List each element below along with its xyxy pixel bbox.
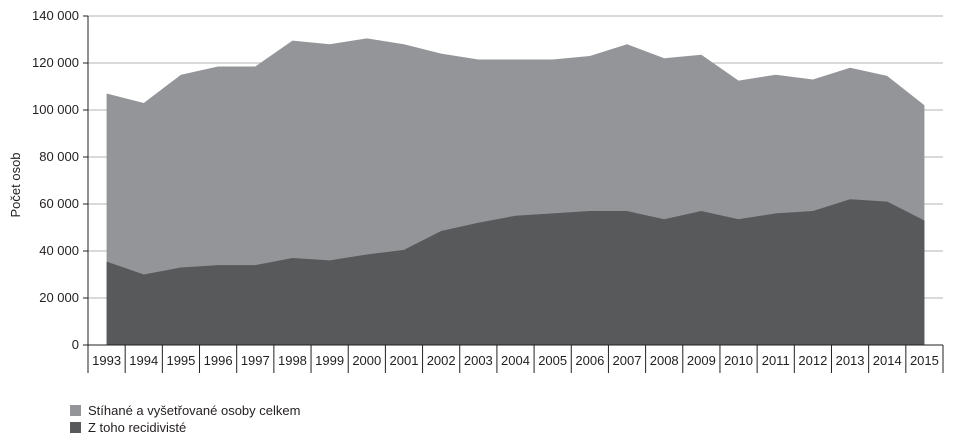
x-tick-label: 2009: [687, 353, 716, 368]
series-areas: [106, 38, 925, 345]
y-tick-label: 120 000: [32, 55, 79, 70]
x-tick-label: 2003: [464, 353, 493, 368]
x-tick-label: 2011: [762, 353, 790, 368]
x-tick-label: 1997: [241, 353, 270, 368]
y-tick-label: 100 000: [32, 102, 79, 117]
x-tick-label: 2005: [538, 353, 567, 368]
legend: Stíhané a vyšetřované osoby celkem Z toh…: [70, 402, 300, 436]
x-tick-label: 2015: [910, 353, 939, 368]
x-tick-label: 2008: [650, 353, 679, 368]
y-tick-labels: 0 20 000 40 000 60 000 80 000 100 000 120 000 1…: [32, 8, 79, 352]
y-tick-label: 80 000: [39, 149, 79, 164]
area-recidivists: [106, 199, 925, 345]
legend-swatch-total: [70, 405, 81, 416]
y-tick-label: 0: [72, 337, 79, 352]
x-tick-label: 2013: [836, 353, 865, 368]
legend-item-recidivists: Z toho recidivisté: [70, 419, 300, 436]
x-tick-label: 2012: [798, 353, 827, 368]
x-tick-label: 1996: [204, 353, 233, 368]
x-tick-label: 2014: [873, 353, 902, 368]
x-tick-label: 2001: [390, 353, 419, 368]
legend-label-total: Stíhané a vyšetřované osoby celkem: [88, 403, 301, 418]
y-axis-label: Počet osob: [8, 152, 23, 217]
x-tick-label: 2010: [724, 353, 753, 368]
x-tick-label: 1994: [129, 353, 158, 368]
y-tick-label: 40 000: [39, 243, 79, 258]
x-tick-label: 2004: [501, 353, 530, 368]
axes: [83, 15, 944, 373]
y-tick-label: 20 000: [39, 290, 79, 305]
x-tick-label: 1995: [166, 353, 195, 368]
legend-swatch-recidivists: [70, 422, 81, 433]
x-tick-label: 2002: [427, 353, 456, 368]
x-tick-label: 1993: [92, 353, 121, 368]
y-tick-label: 140 000: [32, 8, 79, 23]
x-tick-label: 2007: [613, 353, 642, 368]
legend-item-total: Stíhané a vyšetřované osoby celkem: [70, 402, 300, 419]
x-tick-label: 1999: [315, 353, 344, 368]
legend-label-recidivists: Z toho recidivisté: [88, 420, 187, 435]
x-tick-label: 1998: [278, 353, 307, 368]
x-tick-label: 2000: [352, 353, 381, 368]
x-tick-labels: 1993 1994 1995 1996 1997 1998 1999 2000 2001 2002…: [92, 353, 939, 368]
y-tick-label: 60 000: [39, 196, 79, 211]
x-tick-label: 2006: [575, 353, 604, 368]
